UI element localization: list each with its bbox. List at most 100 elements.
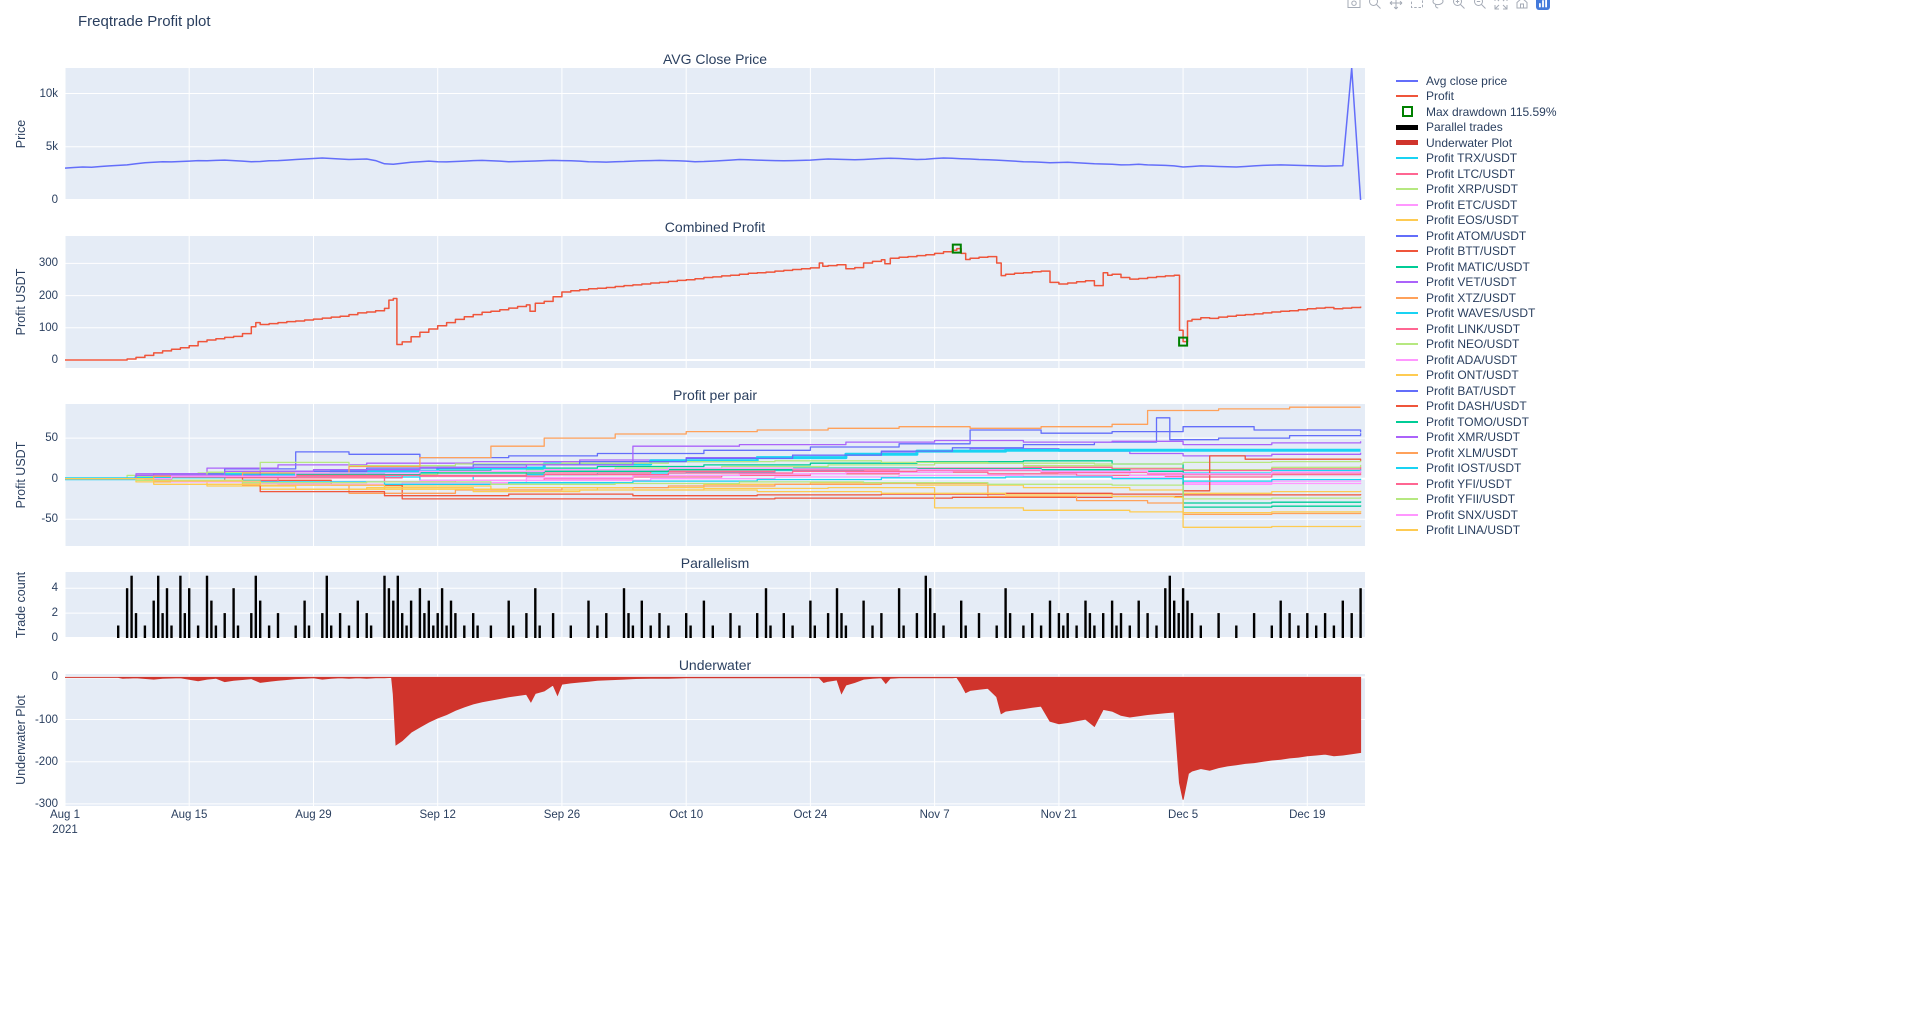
trade-count-bar — [1350, 613, 1353, 638]
x-tick-label: Dec 19 — [1289, 808, 1325, 823]
y-tick-label: 100 — [38, 321, 58, 334]
trade-count-bar — [463, 625, 466, 638]
legend-item[interactable]: Parallel trades — [1396, 120, 1557, 136]
trade-count-bar — [596, 625, 599, 638]
x-tick-year: 2021 — [52, 823, 78, 836]
legend-item[interactable]: Profit YFI/USDT — [1396, 476, 1557, 492]
modebar-reset-axes-icon[interactable] — [1513, 0, 1531, 11]
x-tick-text: Dec 19 — [1289, 809, 1326, 821]
trade-count-bar — [387, 588, 391, 638]
trade-count-bar — [223, 613, 226, 638]
modebar-plotly-logo[interactable] — [1534, 0, 1552, 11]
y-tick-label: 200 — [38, 289, 58, 302]
trade-count-bar — [1235, 625, 1238, 638]
trade-count-bar — [418, 588, 422, 638]
legend-label: Profit BAT/USDT — [1426, 383, 1516, 398]
legend-item[interactable]: Profit BTT/USDT — [1396, 244, 1557, 260]
trade-count-bar — [449, 600, 453, 638]
avg-close-price-plot[interactable] — [65, 68, 1365, 200]
legend-item[interactable]: Profit XRP/USDT — [1396, 182, 1557, 198]
legend-label: Profit DASH/USDT — [1426, 399, 1527, 414]
legend-item[interactable]: Profit YFII/USDT — [1396, 492, 1557, 508]
legend-swatch-icon — [1396, 188, 1426, 191]
trade-count-bar — [813, 625, 816, 638]
series-line-profit-snx-usdt — [65, 467, 1362, 480]
legend-swatch-icon — [1396, 389, 1426, 392]
trade-count-bar — [476, 625, 479, 638]
parallelism-plot[interactable] — [65, 572, 1365, 638]
trade-count-bar — [369, 625, 373, 638]
x-tick-label: Oct 10 — [669, 808, 703, 823]
legend-item[interactable]: Profit — [1396, 89, 1557, 105]
legend-item[interactable]: Profit LINK/USDT — [1396, 321, 1557, 337]
underwater-plot[interactable] — [65, 674, 1365, 806]
modebar-lasso-icon[interactable] — [1429, 0, 1447, 11]
legend-item[interactable]: Profit DASH/USDT — [1396, 399, 1557, 415]
y-tick-label: -200 — [34, 755, 58, 768]
modebar-autoscale-icon[interactable] — [1492, 0, 1510, 11]
trade-count-bar — [942, 625, 945, 638]
trade-count-bar — [1115, 625, 1118, 638]
trade-count-bar — [1110, 600, 1114, 638]
legend-item[interactable]: Profit XTZ/USDT — [1396, 290, 1557, 306]
legend-swatch-icon — [1396, 482, 1426, 485]
trade-count-bar — [196, 625, 200, 638]
legend-item[interactable]: Profit IOST/USDT — [1396, 461, 1557, 477]
modebar-zoom-icon[interactable] — [1366, 0, 1384, 11]
series-line-profit-atom-usdt — [65, 426, 1362, 480]
trade-count-bar — [667, 625, 670, 638]
legend-item[interactable]: Profit LTC/USDT — [1396, 166, 1557, 182]
legend-label: Profit TOMO/USDT — [1426, 414, 1529, 429]
modebar-camera-icon[interactable] — [1345, 0, 1363, 11]
trade-count-bar — [880, 613, 883, 638]
trade-count-bar — [254, 575, 257, 638]
profit-per-pair-plot[interactable] — [65, 404, 1365, 546]
legend-item[interactable]: Profit VET/USDT — [1396, 275, 1557, 291]
legend-item[interactable]: Profit XLM/USDT — [1396, 445, 1557, 461]
y-tick-label: 2 — [51, 607, 58, 620]
modebar-pan-icon[interactable] — [1387, 0, 1405, 11]
legend-item[interactable]: Avg close price — [1396, 73, 1557, 89]
trade-count-bar — [259, 600, 262, 638]
trade-count-bar — [1332, 625, 1336, 638]
legend-item[interactable]: Profit ATOM/USDT — [1396, 228, 1557, 244]
legend-item[interactable]: Underwater Plot — [1396, 135, 1557, 151]
trade-count-bar — [330, 625, 333, 638]
trade-count-bar — [236, 625, 240, 638]
legend-item[interactable]: Profit ONT/USDT — [1396, 368, 1557, 384]
trade-count-bar — [689, 625, 692, 638]
legend-swatch-icon — [1396, 203, 1426, 206]
legend-swatch-icon — [1396, 513, 1426, 516]
legend-item[interactable]: Profit MATIC/USDT — [1396, 259, 1557, 275]
trade-count-bar — [365, 613, 368, 638]
legend-item[interactable]: Profit LINA/USDT — [1396, 523, 1557, 539]
legend-item[interactable]: Profit TOMO/USDT — [1396, 414, 1557, 430]
legend-item[interactable]: Profit WAVES/USDT — [1396, 306, 1557, 322]
trade-count-bar — [321, 613, 324, 638]
legend-item[interactable]: Profit EOS/USDT — [1396, 213, 1557, 229]
trade-count-bar — [1315, 625, 1318, 638]
trade-count-bar — [809, 600, 812, 638]
modebar-box-select-icon[interactable] — [1408, 0, 1426, 11]
trade-count-bar — [729, 613, 732, 638]
trade-count-bar — [538, 625, 541, 638]
trade-count-bar — [1119, 613, 1123, 638]
legend-item[interactable]: Profit ADA/USDT — [1396, 352, 1557, 368]
legend-item[interactable]: Max drawdown 115.59% — [1396, 104, 1557, 120]
modebar-zoom-in-icon[interactable] — [1450, 0, 1468, 11]
legend-item[interactable]: Profit BAT/USDT — [1396, 383, 1557, 399]
legend-item[interactable]: Profit XMR/USDT — [1396, 430, 1557, 446]
modebar-zoom-out-icon[interactable] — [1471, 0, 1489, 11]
x-tick-label: Sep 12 — [419, 808, 455, 823]
trade-count-bar — [117, 625, 120, 638]
legend-item[interactable]: Profit NEO/USDT — [1396, 337, 1557, 353]
legend-item[interactable]: Profit TRX/USDT — [1396, 151, 1557, 167]
legend-item[interactable]: Profit SNX/USDT — [1396, 507, 1557, 523]
legend-swatch-icon — [1396, 451, 1426, 454]
legend-label: Profit BTT/USDT — [1426, 244, 1517, 259]
legend-item[interactable]: Profit ETC/USDT — [1396, 197, 1557, 213]
combined-profit-plot[interactable] — [65, 236, 1365, 368]
trade-count-bar — [454, 613, 457, 638]
legend-swatch-icon — [1396, 281, 1426, 284]
trade-count-bar — [1128, 625, 1131, 638]
